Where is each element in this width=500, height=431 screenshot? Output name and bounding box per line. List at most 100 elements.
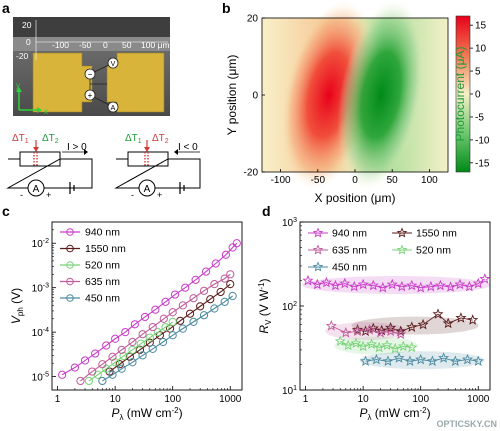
data-point (442, 317, 454, 329)
watermark: OPTICSKY.CN (436, 419, 497, 429)
voltmeter-icon (107, 57, 119, 69)
data-point (151, 305, 160, 314)
data-point (455, 312, 467, 323)
colorbar-tick-label: 0 (475, 90, 481, 101)
data-point (220, 274, 229, 283)
data-point (454, 278, 466, 290)
data-point (374, 326, 387, 338)
y-tick-label-base: 10 (282, 218, 294, 229)
c2-loop (114, 158, 201, 189)
data-point (395, 325, 407, 337)
data-point (367, 279, 379, 291)
circuit-diagram-negative: ΔT1 ΔT2 I < 0 A - + (114, 133, 201, 200)
legend-marker-450-nm (66, 294, 74, 302)
legend-marker-1550-nm (66, 244, 74, 253)
data-point (216, 287, 225, 297)
series-line-1550-nm (357, 313, 473, 332)
data-point (119, 351, 128, 361)
heatmap-xlabel: X position (μm) (315, 191, 396, 205)
heatmap-negative-lobe (337, 0, 425, 190)
c1-minus: - (20, 190, 23, 200)
x-axis-label-part: ) (427, 406, 431, 420)
data-point (463, 280, 475, 292)
c1-loop (6, 158, 93, 189)
c2-dt2: ΔT (152, 133, 165, 144)
data-point (381, 339, 393, 351)
c1-ammeter-icon (27, 179, 45, 197)
x-axis-label-part: λ (119, 413, 123, 422)
data-point (357, 278, 369, 290)
svg-text:ΔT2: ΔT2 (152, 133, 169, 145)
data-point (91, 349, 100, 358)
x-tick-label: 1 (55, 394, 61, 405)
data-point (320, 276, 332, 288)
c2-meter-label: A (144, 184, 151, 195)
legend-label-450-nm: 450 nm (85, 293, 120, 305)
y-axis-label: Vph (V) (9, 288, 25, 324)
series-line-520-nm (88, 321, 174, 382)
c2-current-arrow-icon (174, 149, 178, 155)
data-point (181, 283, 190, 292)
y-axis-label-part: R (257, 325, 271, 334)
colorbar-tick-label: -5 (475, 112, 484, 123)
data-point (329, 279, 341, 291)
data-point (88, 367, 97, 376)
legend-marker-520-nm (396, 244, 408, 255)
x-axis-label-part: (mW cm (123, 406, 171, 420)
panel-a: a − + V A 20 0 (2, 0, 201, 200)
c1-dt1: ΔT (12, 133, 25, 144)
y-tick-label-exp: 3 (293, 217, 297, 224)
heatmap-xtick-label: 0 (352, 175, 358, 186)
data-point (211, 259, 220, 268)
panel-a-label: a (2, 0, 10, 16)
data-point (108, 370, 117, 379)
y-tick-label-exp: 2 (293, 301, 297, 308)
series-line-635-nm (331, 325, 401, 335)
y-tick-label-base: 10 (32, 239, 44, 250)
data-point (389, 342, 401, 354)
data-point (432, 308, 444, 319)
data-point (364, 324, 376, 335)
data-point (206, 295, 215, 304)
heatmap-xtick-label: 100 (421, 175, 438, 186)
probe-plus-top-sign: − (88, 70, 93, 79)
data-point (366, 338, 378, 350)
x-tick-label: 100 (412, 394, 429, 405)
series-line-635-nm (80, 273, 231, 382)
c1-dt2-sub: 2 (55, 138, 59, 145)
data-point (189, 294, 198, 303)
data-point (406, 321, 418, 332)
data-point (350, 337, 362, 348)
data-point (84, 376, 93, 386)
data-point (153, 328, 162, 337)
y-axis-label-part: ) (257, 278, 271, 282)
data-point (117, 345, 126, 354)
data-point (70, 363, 80, 372)
data-point (311, 278, 323, 290)
data-point (128, 345, 137, 354)
y-axis-label-part: V (9, 315, 23, 324)
data-point (210, 304, 219, 313)
c2-ammeter-icon (138, 179, 156, 197)
axis-y-letter: y (16, 81, 20, 90)
y-tick-label-exp: -5 (43, 372, 49, 379)
legend-marker-450-nm (312, 261, 324, 272)
voltmeter-label: V (111, 61, 116, 68)
y-tick-label-base: 10 (32, 328, 44, 339)
scale-y-neg20: -20 (16, 51, 29, 61)
colorbar-tick-label: 5 (475, 67, 481, 78)
data-point (404, 355, 416, 366)
data-point (161, 322, 170, 332)
y-tick-label: 102 (282, 301, 297, 313)
x-tick-label: 10 (110, 394, 122, 405)
data-point (170, 290, 180, 299)
x-axis-label: Pλ (mW cm-2) (111, 406, 182, 422)
legend-marker-520-nm (66, 261, 74, 269)
y-arrowhead-icon (16, 87, 22, 92)
data-point (340, 326, 352, 338)
data-point (395, 328, 407, 340)
y-axis-label-part: V (264, 319, 273, 325)
probe-plus-bottom (84, 89, 96, 101)
